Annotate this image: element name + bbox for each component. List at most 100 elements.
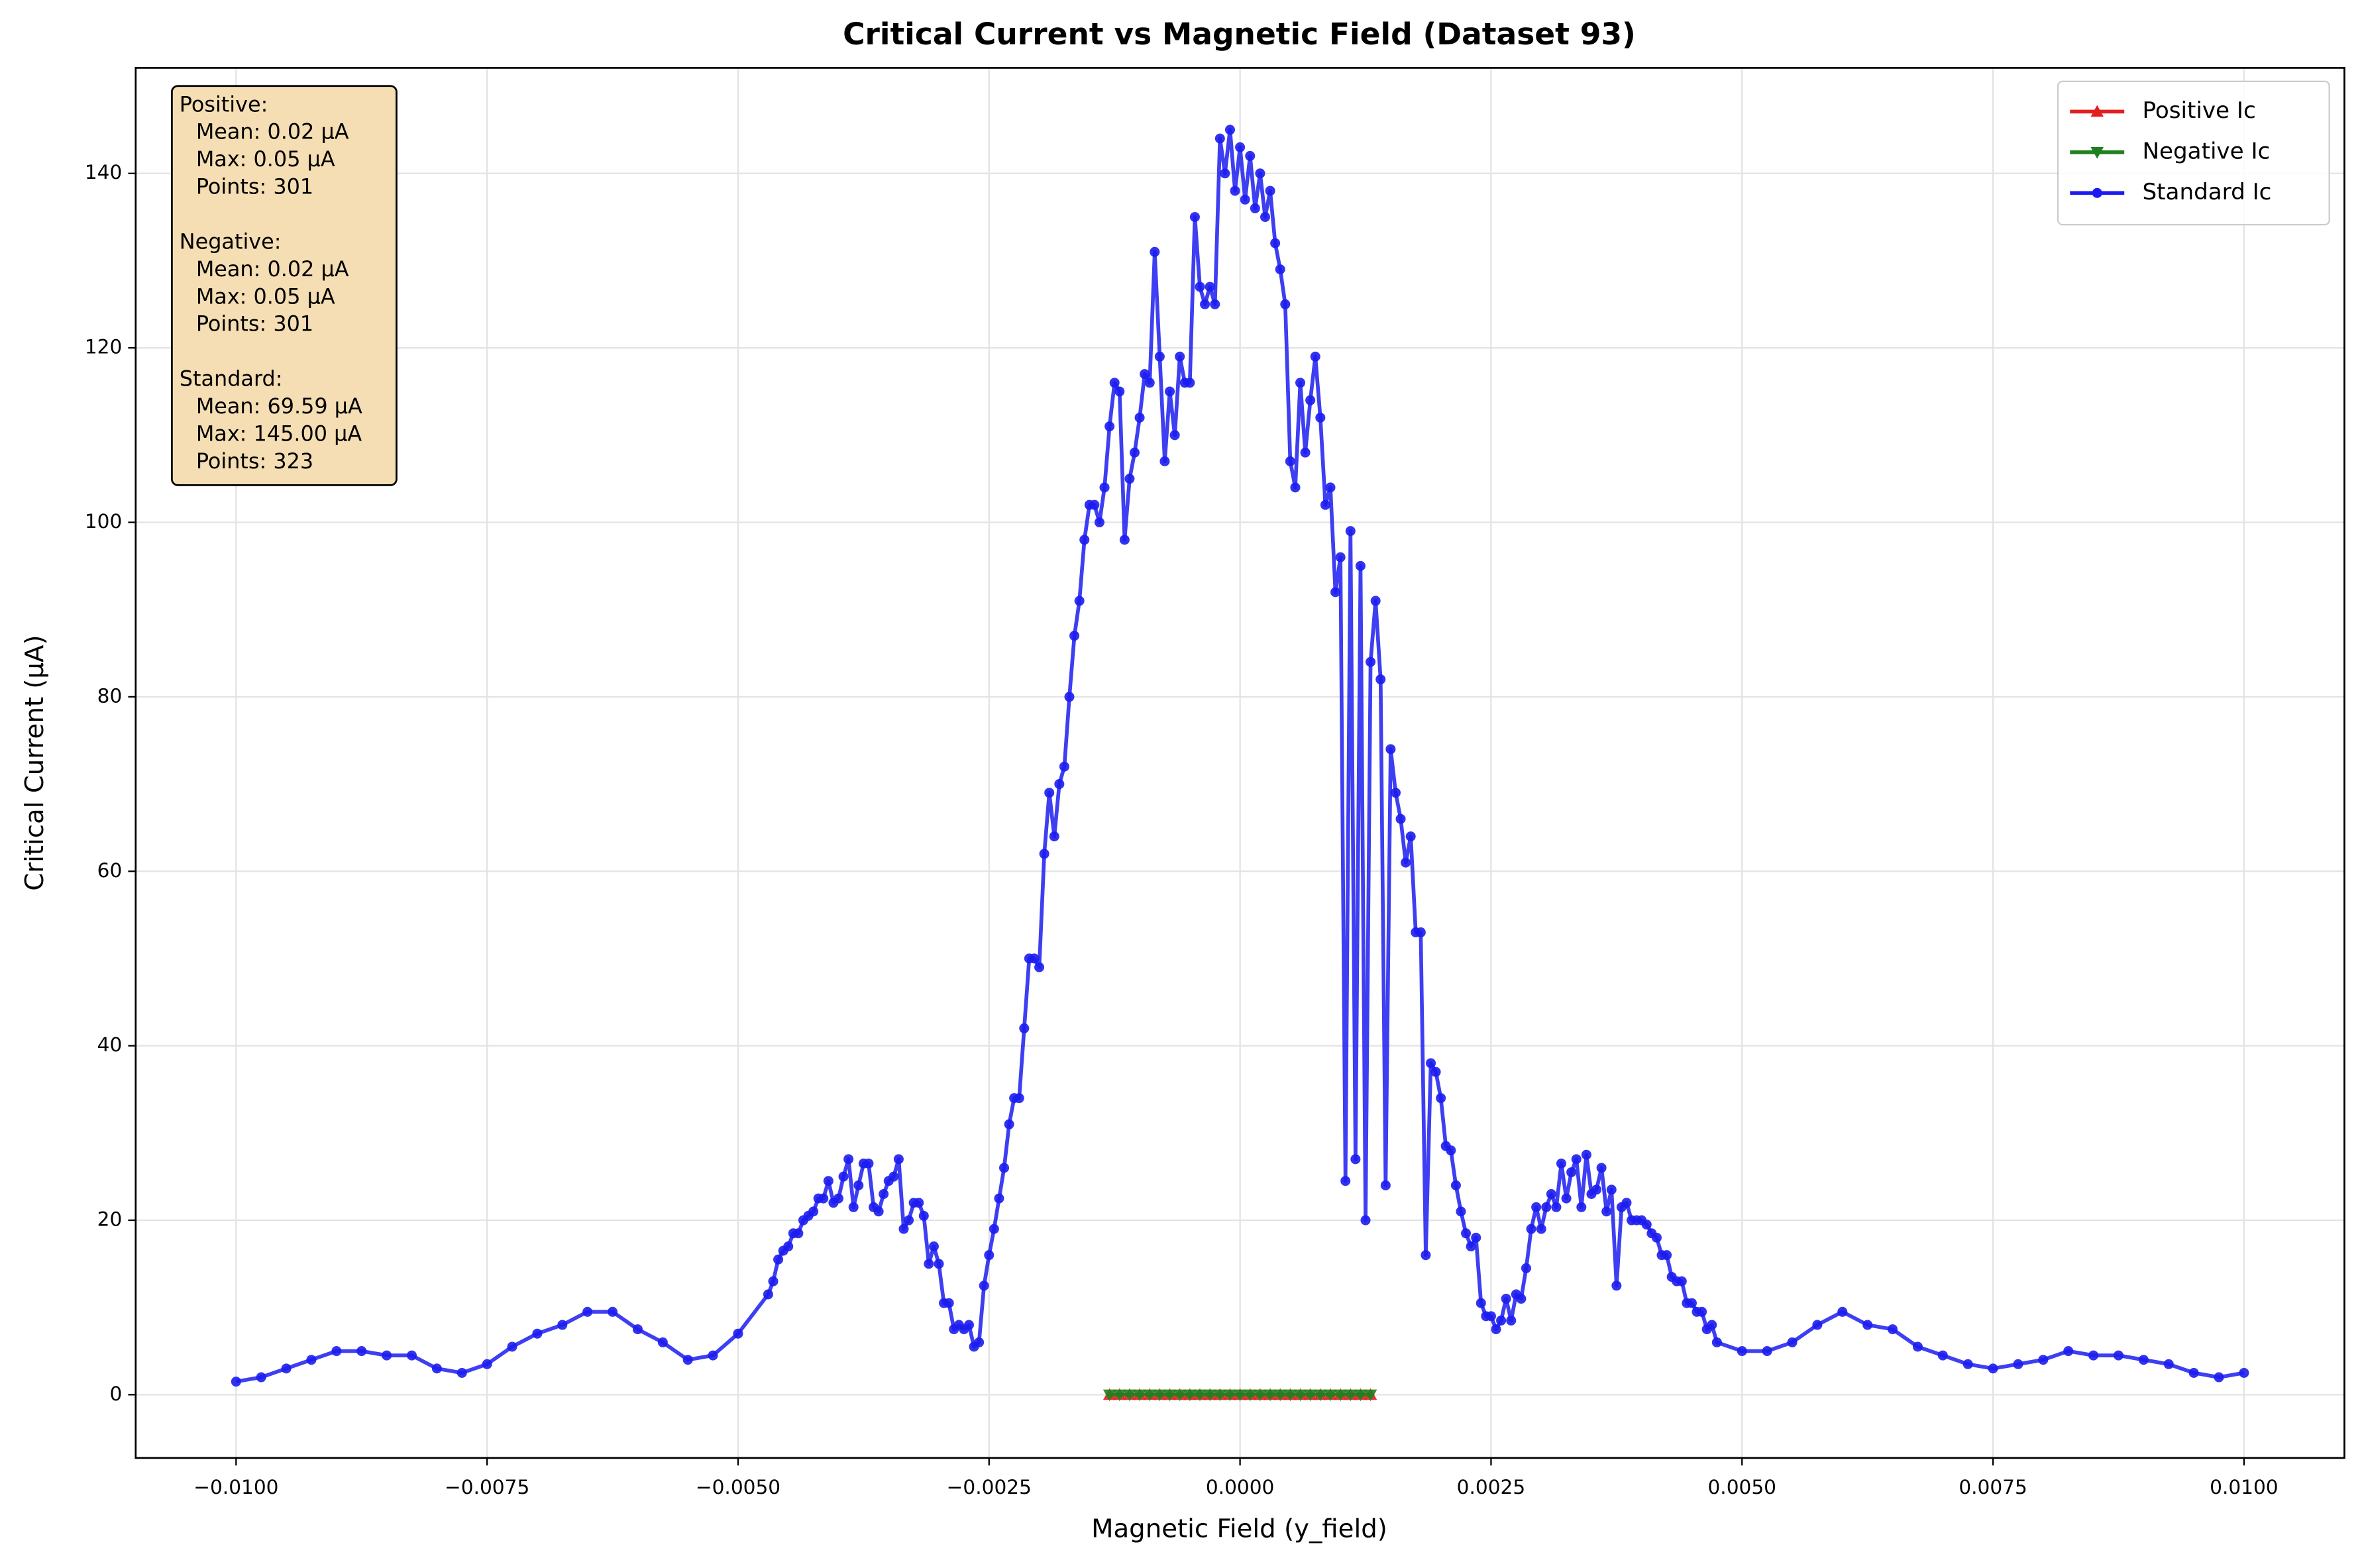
marker	[1124, 474, 1135, 484]
marker	[431, 1363, 442, 1374]
marker	[1334, 1389, 1347, 1402]
marker	[833, 1193, 844, 1204]
marker	[1541, 1202, 1552, 1212]
marker	[1295, 378, 1306, 388]
series-line	[235, 128, 2245, 1384]
marker	[1385, 744, 1396, 755]
marker	[1123, 1389, 1136, 1402]
marker	[733, 1328, 743, 1339]
plot-frame	[134, 67, 2345, 1459]
marker	[1104, 421, 1115, 432]
marker	[1185, 378, 1195, 388]
marker	[1233, 1389, 1247, 1402]
stats-line: Max: 0.05 µA	[196, 146, 335, 172]
marker	[1064, 692, 1075, 702]
marker	[1320, 499, 1330, 510]
stats-box	[171, 85, 398, 486]
marker	[1837, 1306, 1848, 1317]
marker	[1014, 1093, 1024, 1104]
marker	[928, 1241, 939, 1252]
marker	[1203, 1389, 1216, 1402]
marker	[1165, 386, 1175, 397]
marker	[1133, 1389, 1146, 1402]
marker	[1254, 1389, 1267, 1402]
marker	[1250, 203, 1260, 213]
x-tick-label: 0.0100	[2210, 1476, 2278, 1498]
marker	[1140, 369, 1150, 380]
marker	[507, 1341, 517, 1352]
marker	[1330, 587, 1341, 598]
marker	[1049, 831, 1059, 842]
marker	[1154, 351, 1165, 362]
marker	[918, 1210, 929, 1221]
marker	[783, 1241, 794, 1252]
marker	[1366, 656, 1376, 667]
marker	[1059, 761, 1069, 772]
marker	[1273, 1389, 1287, 1402]
marker	[1019, 1023, 1030, 1033]
marker	[848, 1202, 859, 1212]
marker	[1089, 499, 1100, 510]
marker	[1551, 1202, 1562, 1212]
marker	[1421, 1250, 1431, 1261]
legend-label: Negative Ic	[2143, 138, 2271, 164]
marker	[1430, 1067, 1441, 1077]
marker	[1183, 1389, 1197, 1402]
stats-heading: Negative:	[180, 229, 282, 254]
marker	[1285, 456, 1295, 466]
y-tick-label: 0	[109, 1383, 122, 1405]
marker	[1516, 1294, 1527, 1304]
marker	[382, 1350, 392, 1361]
y-tick-label: 120	[85, 336, 122, 358]
marker	[1521, 1263, 1531, 1273]
marker	[331, 1346, 342, 1357]
marker	[1173, 1389, 1187, 1402]
marker	[1566, 1167, 1577, 1178]
plot-area	[231, 125, 2249, 1402]
y-tick-label: 140	[85, 161, 122, 183]
marker	[1224, 125, 1235, 135]
x-tick-label: −0.0075	[445, 1476, 529, 1498]
marker	[2063, 1346, 2074, 1357]
marker	[1491, 1324, 1501, 1335]
marker	[1119, 535, 1130, 545]
marker	[1223, 1389, 1237, 1402]
marker	[1531, 1202, 1542, 1212]
marker	[999, 1163, 1010, 1173]
marker	[1611, 1281, 1622, 1291]
marker	[1456, 1206, 1466, 1217]
marker	[2214, 1372, 2224, 1383]
marker	[1169, 430, 1180, 441]
y-axis-label: Critical Current (µA)	[20, 635, 50, 890]
x-tick-label: 0.0025	[1457, 1476, 1525, 1498]
marker	[1044, 788, 1055, 798]
marker	[1325, 482, 1336, 493]
marker	[1094, 517, 1104, 528]
marker	[1150, 246, 1160, 257]
marker	[1144, 378, 1155, 388]
marker	[682, 1355, 693, 1365]
marker	[1109, 378, 1120, 388]
marker	[1370, 596, 1381, 606]
marker	[1426, 1058, 1436, 1069]
x-tick-label: 0.0050	[1708, 1476, 1776, 1498]
marker	[843, 1154, 854, 1165]
marker	[1260, 212, 1270, 223]
marker	[1355, 560, 1366, 571]
marker	[256, 1372, 266, 1383]
marker	[1536, 1224, 1546, 1234]
marker	[1159, 456, 1170, 466]
marker	[1220, 168, 1230, 179]
marker	[1054, 779, 1065, 790]
marker	[1591, 1184, 1602, 1195]
marker	[2138, 1355, 2149, 1365]
marker	[838, 1171, 849, 1182]
marker	[1762, 1346, 1772, 1357]
marker	[1275, 264, 1285, 275]
stats-line: Points: 301	[196, 174, 313, 199]
marker	[406, 1350, 417, 1361]
marker	[1189, 212, 1200, 223]
stats-line: Max: 145.00 µA	[196, 421, 362, 446]
y-tick-label: 60	[97, 859, 123, 882]
